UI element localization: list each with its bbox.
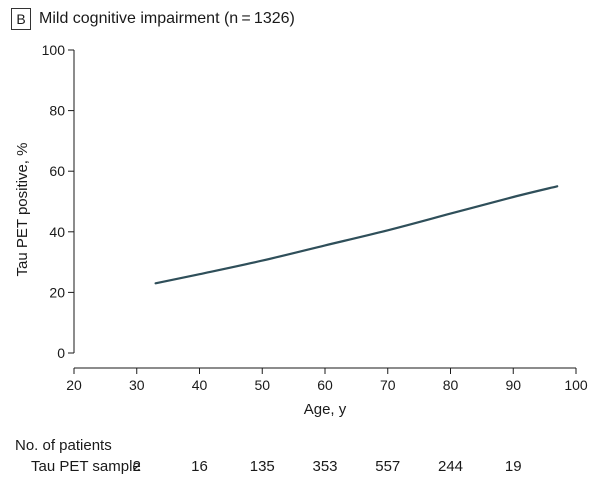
y-axis-label: Tau PET positive, % [14, 143, 31, 277]
y-tick-label-0: 0 [57, 345, 65, 361]
x-tick-label-50: 50 [254, 377, 270, 393]
patient-count-50: 135 [249, 458, 275, 475]
patient-count-80: 244 [437, 458, 464, 475]
series-line-0 [154, 185, 559, 285]
x-axis-label: Age, y [304, 401, 347, 418]
patient-count-90: 19 [504, 458, 522, 475]
patients-table-row-label: Tau PET sample [31, 458, 141, 475]
patients-table-header: No. of patients [15, 437, 112, 454]
x-tick-label-30: 30 [129, 377, 145, 393]
x-tick-label-40: 40 [192, 377, 208, 393]
x-tick-label-100: 100 [564, 377, 588, 393]
x-tick-label-20: 20 [66, 377, 82, 393]
y-tick-label-100: 100 [42, 42, 66, 58]
y-tick-label-20: 20 [49, 284, 65, 300]
x-tick-label-90: 90 [505, 377, 521, 393]
y-tick-label-80: 80 [49, 103, 65, 119]
panel-letter: B [11, 8, 31, 30]
patient-count-30: 2 [132, 458, 141, 475]
x-tick-label-60: 60 [317, 377, 333, 393]
patient-count-40: 16 [191, 458, 208, 475]
y-tick-label-40: 40 [49, 224, 65, 240]
patient-count-70: 557 [375, 458, 401, 475]
series-group [154, 185, 559, 285]
chart-title: Mild cognitive impairment (n = 1326) [39, 10, 295, 27]
panel-header: B Mild cognitive impairment (n = 1326) [11, 8, 295, 30]
x-tick-label-70: 70 [380, 377, 396, 393]
y-tick-label-60: 60 [49, 163, 65, 179]
x-tick-label-80: 80 [443, 377, 459, 393]
patient-count-60: 353 [312, 458, 338, 475]
